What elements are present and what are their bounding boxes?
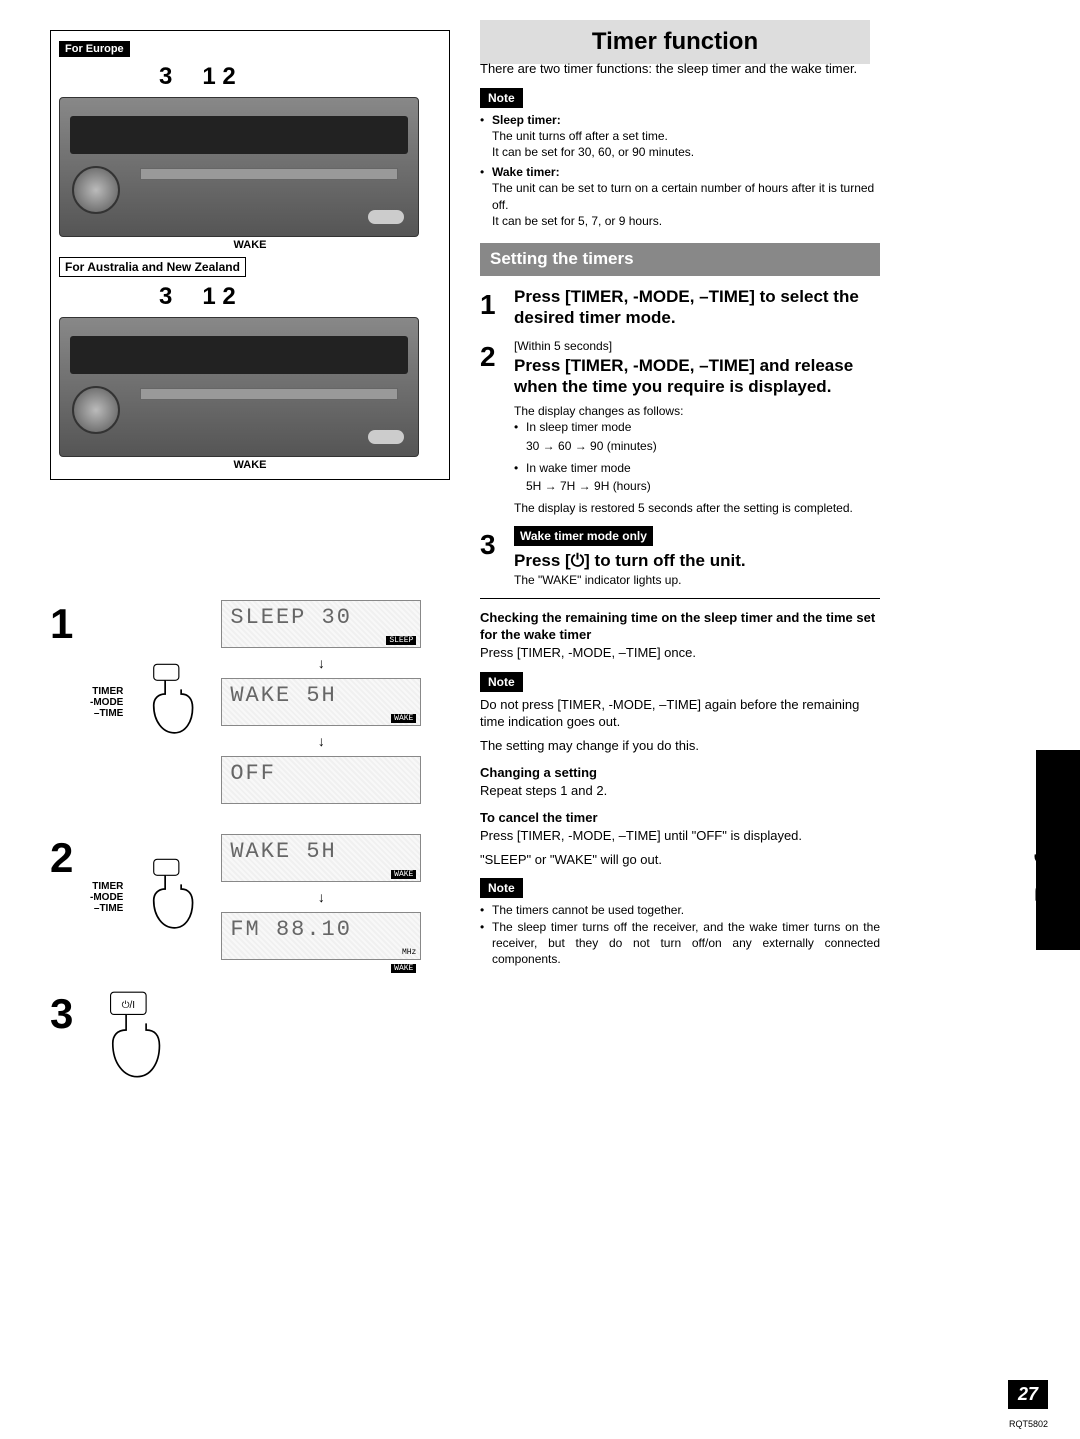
note-tag: Note [480,878,523,898]
cancel-heading: To cancel the timer [480,809,880,827]
button-label: TIMER -MODE –TIME [90,881,123,914]
cancel-body-1: Press [TIMER, -MODE, –TIME] until "OFF" … [480,827,880,845]
step-number: 1 [480,286,502,324]
page-number: 27 [1008,1380,1048,1409]
callout-12b: 1 2 [202,283,235,311]
note-tag: Note [480,672,523,692]
device-slot [140,168,398,180]
lcd-off: OFF [221,756,421,804]
step-number: 3 [480,526,502,564]
arrow-down-icon: ↓ [221,734,421,748]
callout-12: 1 2 [202,63,235,91]
callout-3b: 3 [159,283,172,311]
lcd-sleep-30: SLEEP 30 SLEEP [221,600,421,648]
step-head: Press [⏻] to turn off the unit. [514,550,880,571]
step-pre: [Within 5 seconds] [514,338,880,354]
section-heading: Setting the timers [480,243,880,276]
wake-label: WAKE [59,239,441,251]
step-number: 1 [50,600,90,648]
checking-heading: Checking the remaining time on the sleep… [480,609,880,644]
changing-body: Repeat steps 1 and 2. [480,782,880,800]
sleep-mode-bullet: In sleep timer mode [514,419,880,435]
lcd-wake-5h-2: WAKE 5H WAKE [221,834,421,882]
document-code: RQT5802 [1009,1419,1048,1429]
note3-bullet-2: The sleep timer turns off the receiver, … [480,919,880,968]
checking-body: Press [TIMER, -MODE, –TIME] once. [480,644,880,662]
instruction-step-3: 3 Wake timer mode only Press [⏻] to turn… [480,526,880,588]
wake-mode-bullet: In wake timer mode [514,460,880,476]
step-number: 2 [480,338,502,376]
left-steps: 1 TIMER -MODE –TIME SLEEP 30 SLEEP ↓ [50,600,450,1120]
device-illustration-eu [59,97,419,237]
sleep-sequence: 30 → 60 → 90 (minutes) [526,438,880,454]
display-restored: The display is restored 5 seconds after … [514,500,880,516]
hand-press-icon [137,662,207,742]
callout-numbers-2: 3 1 2 [159,283,441,311]
changing-heading: Changing a setting [480,764,880,782]
device-illustration-aus [59,317,419,457]
step-head: Press [TIMER, -MODE, –TIME] to select th… [514,286,880,329]
page-title: Timer function [480,20,870,64]
left-step-1: 1 TIMER -MODE –TIME SLEEP 30 SLEEP ↓ [50,600,450,804]
power-symbol: ⏻/I [122,1000,135,1011]
device-slot [140,388,398,400]
hand-press-power-icon: ⏻/I [90,990,180,1090]
note3-bullet-1: The timers cannot be used together. [480,902,880,918]
section-tab-label: Reference [1030,760,1064,905]
wake-sequence: 5H → 7H → 9H (hours) [526,478,880,494]
left-step-2: 2 TIMER -MODE –TIME WAKE 5H WAKE ↓ [50,834,450,960]
wake-indicator: The "WAKE" indicator lights up. [514,572,880,588]
arrow-down-icon: ↓ [221,890,421,904]
display-changes: The display changes as follows: [514,403,880,419]
wake-timer-note: Wake timer: The unit can be set to turn … [480,164,880,229]
button-label: TIMER -MODE –TIME [90,686,123,719]
sleep-timer-note: Sleep timer: The unit turns off after a … [480,112,880,161]
instruction-step-1: 1 Press [TIMER, -MODE, –TIME] to select … [480,286,880,329]
lcd-wake-5h: WAKE 5H WAKE [221,678,421,726]
divider [480,598,880,599]
device-diagrams-box: For Europe 3 1 2 WAKE For Australia and … [50,30,450,480]
hand-press-icon [137,857,207,937]
intro-text: There are two timer functions: the sleep… [480,60,880,78]
right-column: There are two timer functions: the sleep… [480,60,880,967]
instruction-step-2: 2 [Within 5 seconds] Press [TIMER, -MODE… [480,338,880,516]
lcd-fm-88-10: FM 88.10 MHz WAKE [221,912,421,960]
wake-label-2: WAKE [59,459,441,471]
device-knob [72,386,120,434]
device-knob [72,166,120,214]
step-number: 3 [50,990,90,1038]
callout-numbers: 3 1 2 [159,63,441,91]
region-tag-europe: For Europe [59,41,130,57]
callout-3: 3 [159,63,172,91]
note2-line2: The setting may change if you do this. [480,737,880,755]
region-tag-aus-nz: For Australia and New Zealand [59,257,246,277]
note-tag: Note [480,88,523,108]
cancel-body-2: "SLEEP" or "WAKE" will go out. [480,851,880,869]
step-head: Press [TIMER, -MODE, –TIME] and release … [514,355,880,398]
step-number: 2 [50,834,90,882]
manual-page: Timer function For Europe 3 1 2 WAKE For… [0,0,1080,1439]
wake-mode-only-tag: Wake timer mode only [514,526,653,546]
left-column: For Europe 3 1 2 WAKE For Australia and … [50,30,450,480]
note2-line1: Do not press [TIMER, -MODE, –TIME] again… [480,696,880,731]
arrow-down-icon: ↓ [221,656,421,670]
left-step-3: 3 ⏻/I [50,990,450,1090]
